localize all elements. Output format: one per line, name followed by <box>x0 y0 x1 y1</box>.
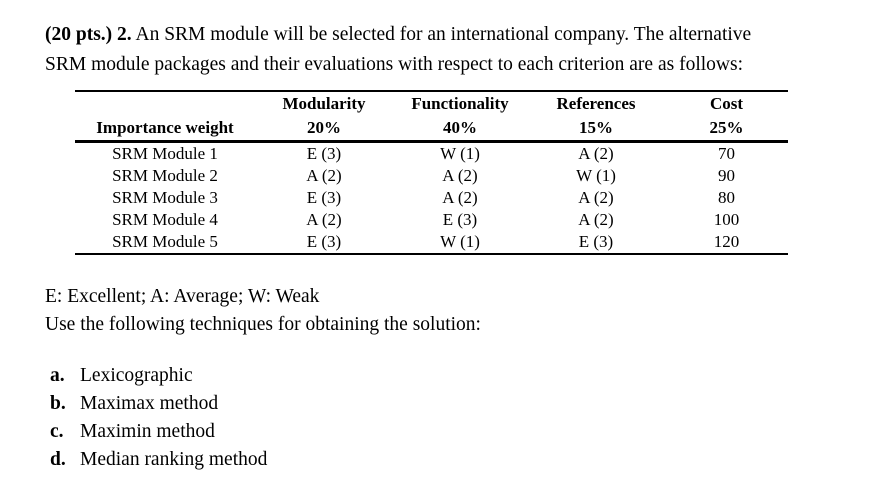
points-label: (20 pts.) 2. <box>45 24 132 45</box>
evaluation-cell: E (3) <box>578 232 614 251</box>
table-row-module-2: SRM Module 2 A (2) A (2) W (1) 90 <box>75 165 788 187</box>
evaluation-cell: E (3) <box>306 144 342 163</box>
criteria-header-empty-cell <box>75 91 255 116</box>
module-label: SRM Module 2 <box>112 166 218 185</box>
importance-weight-row: Importance weight 20% 40% 15% 25% <box>75 116 788 143</box>
importance-weight-label: Importance weight <box>75 116 255 143</box>
list-item-maximin: c. Maximin method <box>50 418 267 446</box>
weight-references: 15% <box>527 116 665 143</box>
criterion-header-references: References <box>556 94 636 113</box>
problem-statement-line1-text: An SRM module will be selected for an in… <box>135 24 752 45</box>
techniques-list: a. Lexicographic b. Maximax method c. Ma… <box>50 362 267 474</box>
criterion-header-cost: Cost <box>709 94 744 113</box>
module-label: SRM Module 5 <box>112 232 218 251</box>
cost-cell: 70 <box>718 144 735 163</box>
problem-statement-line2-text: SRM module packages and their evaluation… <box>45 54 743 75</box>
evaluation-cell: E (3) <box>306 232 342 251</box>
evaluation-cell: A (2) <box>306 166 342 185</box>
cost-cell: 120 <box>713 232 740 251</box>
criterion-header-functionality: Functionality <box>411 94 509 113</box>
item-letter: c. <box>50 421 64 442</box>
table-row-module-1: SRM Module 1 E (3) W (1) A (2) 70 <box>75 142 788 166</box>
evaluation-cell: A (2) <box>578 210 614 229</box>
cost-cell: 80 <box>718 188 735 207</box>
criterion-header-modularity: Modularity <box>282 94 366 113</box>
module-label: SRM Module 1 <box>112 144 218 163</box>
evaluation-cell: E (3) <box>306 188 342 207</box>
evaluation-cell: A (2) <box>306 210 342 229</box>
item-letter: a. <box>50 365 65 386</box>
evaluation-cell: E (3) <box>442 210 478 229</box>
problem-statement: (20 pts.) 2. An SRM module will be selec… <box>45 20 845 80</box>
item-letter: b. <box>50 393 66 414</box>
evaluation-cell: A (2) <box>578 144 614 163</box>
evaluation-cell: A (2) <box>578 188 614 207</box>
evaluation-cell: W (1) <box>576 166 616 185</box>
module-label: SRM Module 4 <box>112 210 218 229</box>
item-label: Median ranking method <box>80 449 268 470</box>
cost-cell: 90 <box>718 166 735 185</box>
weight-cost: 25% <box>665 116 788 143</box>
problem-statement-line1: (20 pts.) 2. An SRM module will be selec… <box>45 20 845 50</box>
item-label: Lexicographic <box>80 365 193 386</box>
list-item-maximax: b. Maximax method <box>50 390 267 418</box>
table-row-module-5: SRM Module 5 E (3) W (1) E (3) 120 <box>75 231 788 254</box>
cost-cell: 100 <box>713 210 740 229</box>
evaluation-table: Modularity Functionality References Cost… <box>75 90 788 255</box>
item-letter: d. <box>50 449 66 470</box>
item-label: Maximax method <box>80 393 219 414</box>
criteria-header-row: Modularity Functionality References Cost <box>75 91 788 116</box>
problem-statement-line2: SRM module packages and their evaluation… <box>45 50 845 80</box>
module-label: SRM Module 3 <box>112 188 218 207</box>
item-label: Maximin method <box>80 421 215 442</box>
evaluation-cell: A (2) <box>442 166 478 185</box>
list-item-lexicographic: a. Lexicographic <box>50 362 267 390</box>
weight-modularity: 20% <box>255 116 393 143</box>
table-row-module-4: SRM Module 4 A (2) E (3) A (2) 100 <box>75 209 788 231</box>
list-item-median-ranking: d. Median ranking method <box>50 446 267 474</box>
evaluation-cell: W (1) <box>440 144 480 163</box>
evaluation-cell: W (1) <box>440 232 480 251</box>
table-row-module-3: SRM Module 3 E (3) A (2) A (2) 80 <box>75 187 788 209</box>
weight-functionality: 40% <box>393 116 527 143</box>
rating-legend: E: Excellent; A: Average; W: Weak <box>45 286 320 307</box>
evaluation-cell: A (2) <box>442 188 478 207</box>
instruction-text: Use the following techniques for obtaini… <box>45 314 481 335</box>
